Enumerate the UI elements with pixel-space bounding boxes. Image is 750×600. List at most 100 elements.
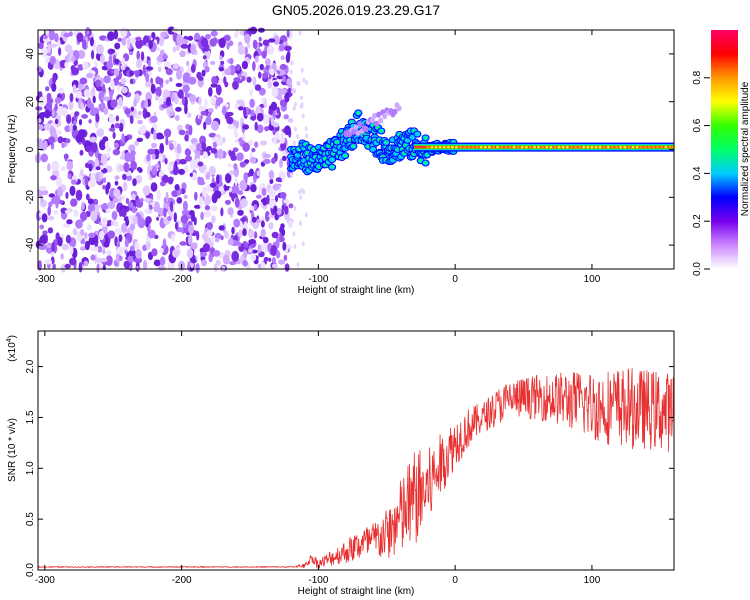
noise-blob bbox=[268, 38, 276, 43]
noise-blob bbox=[252, 39, 258, 49]
carrier-speck bbox=[508, 145, 512, 149]
noise-blob bbox=[279, 158, 283, 168]
noise-blob bbox=[174, 115, 180, 121]
noise-blob bbox=[204, 205, 210, 211]
noise-blob bbox=[278, 259, 286, 265]
noise-speckle bbox=[302, 189, 306, 195]
noise-speckle bbox=[294, 126, 298, 132]
noise-blob bbox=[215, 259, 221, 266]
noise-blob bbox=[242, 142, 250, 152]
noise-blob bbox=[143, 259, 148, 270]
noise-blob bbox=[151, 142, 157, 149]
noise-blob bbox=[199, 115, 204, 120]
noise-blob bbox=[265, 64, 270, 70]
noise-blob bbox=[268, 73, 272, 80]
noise-blob bbox=[39, 112, 47, 118]
noise-blob bbox=[202, 151, 208, 160]
spectrogram-x-ticks: -300 -200 -100 0 100 bbox=[35, 30, 601, 285]
noise-blob bbox=[248, 248, 253, 253]
carrier-speck bbox=[496, 145, 500, 149]
noise-speckle bbox=[302, 77, 306, 83]
noise-blob bbox=[227, 238, 234, 246]
arc-blob bbox=[396, 105, 402, 112]
noise-blob bbox=[65, 234, 72, 244]
noise-blob bbox=[133, 98, 137, 107]
noise-blob bbox=[238, 106, 244, 111]
noise-blob bbox=[208, 165, 216, 176]
snr-panel: -300 -200 -100 0 100 0.0 0.5 1.0 1.5 2.0 Height … bbox=[6, 330, 675, 597]
noise-blob bbox=[171, 190, 178, 197]
noise-blob bbox=[66, 219, 73, 225]
y-tick-label: 1.0 bbox=[25, 461, 36, 475]
noise-blob bbox=[197, 76, 204, 81]
signal-blob bbox=[425, 153, 429, 157]
noise-blob bbox=[57, 186, 63, 197]
noise-blob bbox=[213, 190, 222, 199]
noise-blob bbox=[101, 217, 108, 227]
noise-blob bbox=[145, 131, 150, 139]
noise-blob bbox=[145, 66, 154, 71]
noise-blob bbox=[280, 142, 287, 151]
noise-blob bbox=[107, 201, 116, 209]
noise-blob bbox=[276, 106, 280, 114]
noise-blob bbox=[108, 127, 116, 132]
chart-title: GN05.2026.019.23.29.G17 bbox=[272, 2, 440, 18]
carrier-speck bbox=[578, 145, 582, 149]
noise-blob bbox=[61, 142, 66, 148]
noise-blob bbox=[226, 116, 234, 125]
noise-blob bbox=[114, 180, 119, 186]
noise-blob bbox=[63, 32, 70, 38]
noise-blob bbox=[95, 85, 103, 92]
snr-marks bbox=[38, 368, 674, 569]
signal-blob bbox=[396, 148, 400, 151]
noise-blob bbox=[262, 72, 269, 79]
noise-blob bbox=[37, 260, 42, 271]
noise-blob bbox=[258, 71, 262, 79]
x-tick-label: -100 bbox=[308, 274, 328, 285]
snr-line bbox=[38, 368, 674, 569]
noise-blob bbox=[54, 118, 59, 125]
noise-blob bbox=[38, 185, 47, 191]
noise-blob bbox=[206, 222, 213, 230]
noise-blob bbox=[237, 241, 242, 247]
noise-blob bbox=[57, 236, 63, 247]
carrier-speck bbox=[492, 145, 495, 149]
noise-blob bbox=[241, 60, 248, 70]
noise-blob bbox=[164, 61, 172, 68]
noise-blob bbox=[258, 186, 262, 197]
noise-blob bbox=[271, 86, 279, 98]
noise-blob bbox=[68, 31, 73, 37]
noise-blob bbox=[71, 67, 79, 76]
carrier-speck bbox=[541, 145, 545, 149]
noise-blob bbox=[83, 89, 92, 98]
noise-blob bbox=[138, 167, 143, 173]
noise-blob bbox=[256, 194, 262, 199]
noise-blob bbox=[89, 136, 97, 143]
noise-blob bbox=[51, 242, 55, 252]
noise-blob bbox=[177, 89, 184, 99]
colorbar-ticks: 0.0 0.2 0.4 0.6 0.8 bbox=[692, 70, 710, 276]
noise-blob bbox=[286, 30, 290, 38]
noise-blob bbox=[236, 152, 244, 161]
noise-blob bbox=[204, 98, 208, 109]
noise-blob bbox=[249, 205, 255, 211]
y-tick-label: -20 bbox=[25, 190, 36, 205]
noise-blob bbox=[248, 108, 252, 115]
noise-blob bbox=[48, 193, 56, 198]
noise-blob bbox=[105, 255, 113, 267]
noise-blob bbox=[250, 184, 257, 193]
x-tick-label: -300 bbox=[35, 274, 55, 285]
noise-blob bbox=[174, 184, 180, 191]
snr-y-multiplier: (x104) bbox=[6, 335, 18, 362]
noise-blob bbox=[47, 163, 51, 172]
noise-blob bbox=[71, 55, 76, 62]
noise-blob bbox=[84, 232, 88, 240]
noise-blob bbox=[140, 51, 145, 61]
noise-blob bbox=[158, 152, 164, 162]
arc-blob bbox=[392, 108, 398, 115]
noise-blob bbox=[134, 256, 143, 264]
signal-blob bbox=[376, 126, 380, 129]
noise-blob bbox=[267, 45, 275, 55]
y-tick-label: 0.5 bbox=[25, 512, 36, 526]
noise-blob bbox=[148, 40, 153, 49]
